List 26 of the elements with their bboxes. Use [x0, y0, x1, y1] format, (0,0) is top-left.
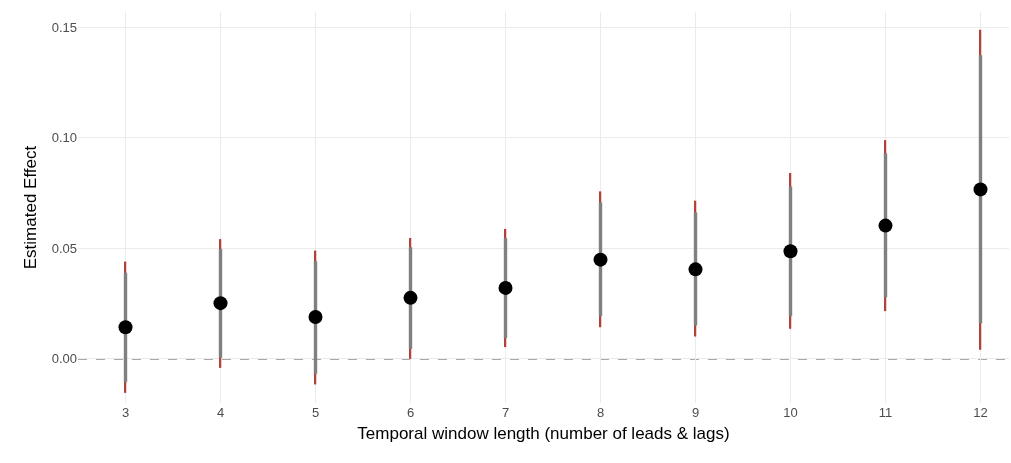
point [403, 290, 418, 305]
y-axis-title: Estimated Effect [21, 145, 41, 270]
x-tick-label: 3 [121, 405, 130, 420]
y-tick-label: 0.05 [51, 240, 77, 256]
point [688, 262, 703, 277]
point [783, 244, 798, 259]
point [878, 218, 893, 233]
x-tick-label: 11 [878, 405, 893, 420]
point [498, 280, 513, 295]
y-tick-label: 0.10 [51, 130, 77, 146]
x-tick-label: 7 [501, 405, 510, 420]
point [308, 310, 323, 325]
point [973, 182, 988, 197]
x-tick-label: 9 [691, 405, 700, 420]
point [118, 320, 133, 335]
point [593, 252, 608, 267]
x-tick-label: 6 [406, 405, 415, 420]
x-tick-label: 4 [216, 405, 225, 420]
point [213, 296, 228, 311]
y-tick-label: 0.15 [51, 20, 77, 36]
x-tick-label: 10 [783, 405, 798, 420]
x-axis-title: Temporal window length (number of leads & lags) [357, 424, 730, 444]
x-tick-label: 5 [311, 405, 320, 420]
x-tick-label: 12 [973, 405, 988, 420]
y-tick-label: 0.00 [51, 351, 77, 367]
x-tick-label: 8 [596, 405, 605, 420]
